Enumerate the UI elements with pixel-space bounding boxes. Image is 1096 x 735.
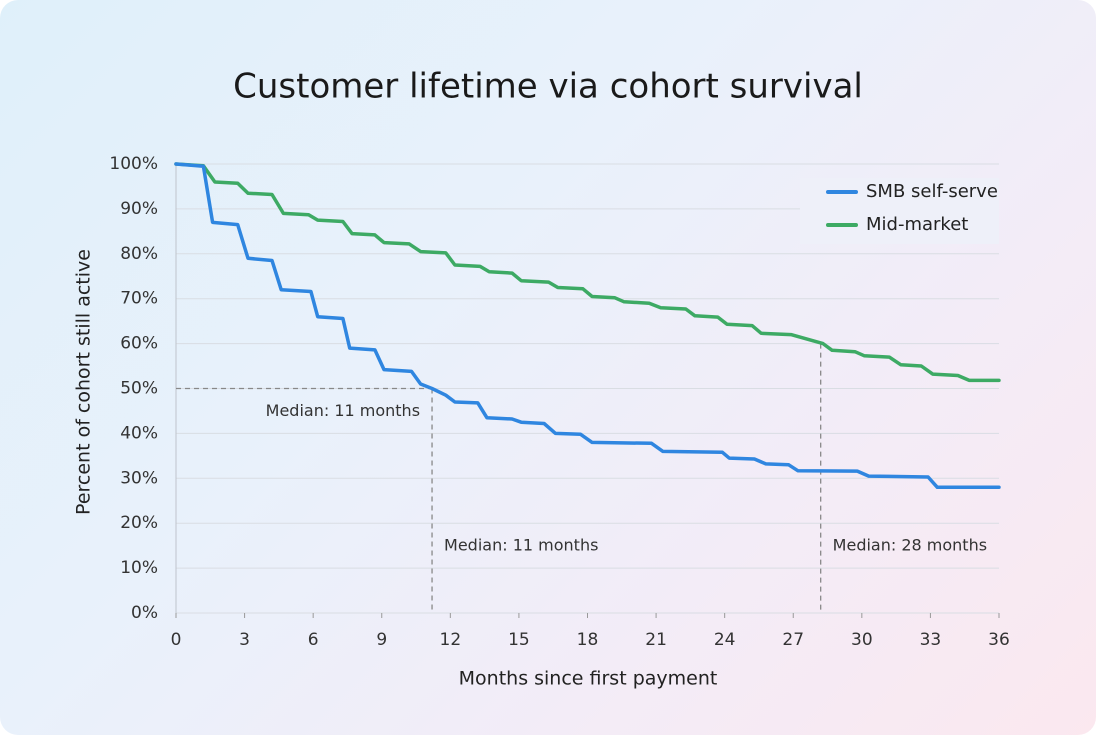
legend-label: SMB self-serve <box>866 181 998 202</box>
y-tick-label: 0% <box>131 603 158 623</box>
x-tick-label: 27 <box>782 630 804 650</box>
x-tick-label: 21 <box>645 630 667 650</box>
x-tick-label: 36 <box>988 630 1010 650</box>
median-label: Median: 28 months <box>833 536 987 555</box>
y-tick-label: 10% <box>120 558 158 578</box>
y-tick-label: 60% <box>120 334 158 354</box>
median-label: Median: 11 months <box>444 536 598 555</box>
y-tick-label: 90% <box>120 199 158 219</box>
y-tick-label: 20% <box>120 513 158 533</box>
y-tick-label: 50% <box>120 379 158 399</box>
x-tick-label: 12 <box>440 630 462 650</box>
x-axis-title: Months since first payment <box>459 668 718 690</box>
y-tick-label: 80% <box>120 244 158 264</box>
series-line <box>174 162 1001 490</box>
series-line <box>174 162 1001 383</box>
y-tick-label: 30% <box>120 468 158 488</box>
chart-title: Customer lifetime via cohort survival <box>233 67 863 107</box>
x-tick-label: 18 <box>577 630 599 650</box>
x-tick-label: 3 <box>239 630 250 650</box>
x-tick-label: 6 <box>308 630 319 650</box>
x-tick-label: 30 <box>851 630 873 650</box>
legend-box <box>800 178 999 244</box>
x-tick-label: 15 <box>508 630 530 650</box>
x-tick-label: 9 <box>376 630 387 650</box>
x-tick-label: 24 <box>714 630 736 650</box>
x-tick-label: 0 <box>171 630 182 650</box>
legend-label: Mid-market <box>866 214 968 235</box>
x-tick-label: 33 <box>920 630 942 650</box>
y-axis-title: Percent of cohort still active <box>73 249 95 515</box>
median-label: Median: 11 months <box>266 401 420 420</box>
y-tick-label: 40% <box>120 423 158 443</box>
y-tick-label: 70% <box>120 289 158 309</box>
y-tick-label: 100% <box>109 154 158 174</box>
